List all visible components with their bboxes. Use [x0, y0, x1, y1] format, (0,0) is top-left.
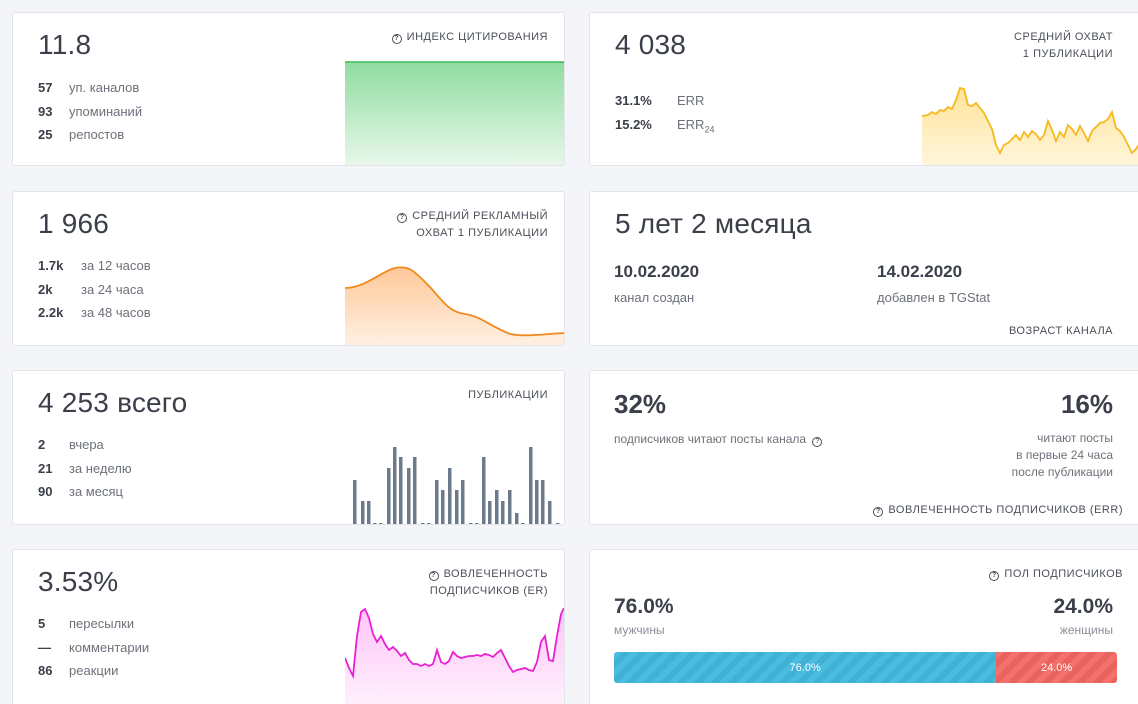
- citation-sparkline: [345, 61, 564, 165]
- gender-label[interactable]: ? ПОЛ ПОДПИСЧИКОВ: [989, 566, 1123, 583]
- ad-reach-sparkline: [345, 266, 564, 345]
- male-segment: 76.0%: [614, 652, 997, 683]
- err-right-value: 16%: [1060, 389, 1113, 419]
- citation-index-label[interactable]: ? ИНДЕКС ЦИТИРОВАНИЯ: [391, 29, 548, 46]
- added-label: добавлен в TGStat: [877, 290, 991, 305]
- info-icon: ?: [812, 437, 823, 447]
- created-label: канал создан: [614, 290, 695, 305]
- posts-label: ПУБЛИКАЦИИ: [468, 389, 548, 401]
- male-value: 76.0%: [614, 595, 674, 618]
- citation-index-card: 11.8 ? ИНДЕКС ЦИТИРОВАНИЯ 57 уп. каналов 9…: [12, 12, 565, 166]
- err-label[interactable]: ? ВОВЛЕЧЕННОСТЬ ПОДПИСЧИКОВ (ERR): [873, 502, 1123, 519]
- avg-reach-label: СРЕДНИЙ ОХВАТ 1 ПУБЛИКАЦИИ: [1014, 31, 1113, 60]
- avg-reach-value: 4 038: [615, 29, 687, 60]
- ad-reach-value: 1 966: [38, 208, 110, 239]
- ad-reach-label[interactable]: ? СРЕДНИЙ РЕКЛАМНЫЙ ОХВАТ 1 ПУБЛИКАЦИИ: [397, 208, 548, 242]
- info-icon: ?: [397, 213, 408, 223]
- info-icon: ?: [428, 571, 439, 581]
- posts-bar-chart: [353, 447, 560, 524]
- er-label[interactable]: ? ВОВЛЕЧЕННОСТЬ ПОДПИСЧИКОВ (ER): [428, 568, 548, 597]
- female-segment: 24.0%: [996, 652, 1117, 683]
- info-icon: ?: [989, 571, 1000, 581]
- channel-age-card: 5 лет 2 месяца 10.02.2020 канал создан 1…: [589, 191, 1138, 346]
- avg-reach-card: 4 038 СРЕДНИЙ ОХВАТ 1 ПУБЛИКАЦИИ 31.1% ER…: [589, 12, 1138, 166]
- ad-reach-card: 1 966 ? СРЕДНИЙ РЕКЛАМНЫЙ ОХВАТ 1 ПУБЛИКА…: [12, 191, 565, 346]
- er-sparkline: [345, 607, 564, 704]
- info-icon: ?: [873, 507, 884, 517]
- channel-age-value: 5 лет 2 месяца: [615, 208, 812, 239]
- err-left-text[interactable]: подписчиков читают посты канала ?: [614, 432, 827, 447]
- created-date: 10.02.2020: [614, 262, 700, 281]
- err-left-value: 32%: [614, 389, 667, 419]
- female-label: женщины: [1059, 623, 1113, 637]
- added-date: 14.02.2020: [877, 262, 963, 281]
- female-value: 24.0%: [1053, 595, 1113, 618]
- posts-card: 4 253 всего ПУБЛИКАЦИИ 2 вчера 21 за недел…: [12, 370, 565, 525]
- channel-age-label: ВОЗРАСТ КАНАЛА: [1008, 325, 1113, 337]
- err-card: 32% подписчиков читают посты канала ? 16…: [589, 370, 1138, 525]
- err-right-note: читают посты в первые 24 часа после публ…: [1011, 431, 1113, 479]
- male-label: мужчины: [614, 623, 665, 637]
- info-icon: ?: [391, 34, 402, 44]
- posts-value: 4 253 всего: [38, 387, 188, 418]
- citation-index-value: 11.8: [38, 29, 92, 60]
- avg-reach-sparkline: [922, 86, 1138, 165]
- gender-card: ? ПОЛ ПОДПИСЧИКОВ 76.0% мужчины 24.0% жен…: [589, 549, 1138, 704]
- er-value: 3.53%: [38, 566, 119, 597]
- gender-bar: 76.0% 24.0%: [614, 652, 1117, 683]
